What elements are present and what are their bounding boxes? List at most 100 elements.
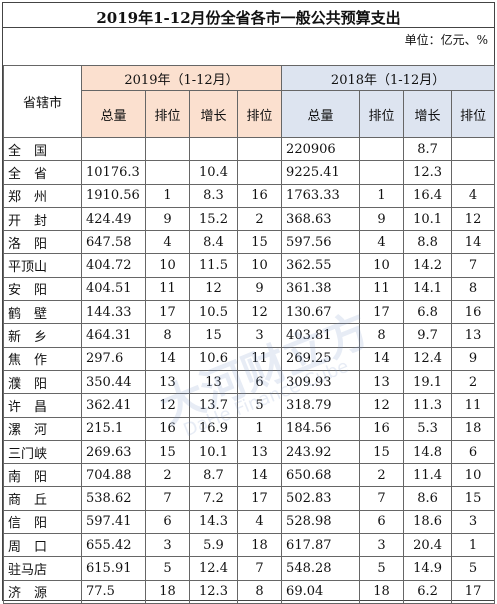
table-row: 全 国 220906 8.7	[3, 136, 496, 162]
table-row: 新 乡 464.31 8 15 3 403.81 8 9.7 13	[3, 323, 496, 348]
cell-rank-2019: 6	[145, 509, 190, 535]
cell-region: 全 国	[3, 136, 82, 162]
table-row: 驻马店 615.91 5 12.4 7 548.28 5 14.9 5	[3, 556, 496, 581]
unit-label: 单位：亿元、%	[404, 33, 488, 47]
cell-growth-rank-2019: 17	[236, 486, 283, 511]
report-title: 2019年1-12月份全省各市一般公共预算支出	[96, 9, 401, 27]
cell-total-2019: 538.62	[81, 486, 146, 511]
table-row: 洛 阳 647.58 4 8.4 15 597.56 4 8.8 14	[3, 230, 496, 255]
cell-total-2019: 464.31	[81, 323, 146, 348]
cell-total-2018: 362.55	[281, 253, 361, 278]
cell-growth-rank-2019: 10	[236, 253, 283, 278]
table-body: 全 国 220906 8.7 全 省 10176.3 10.4 9225.41 12.3 郑 州…	[3, 136, 496, 604]
header-growth-2019: 增长	[189, 90, 238, 138]
cell-growth-rank-2019: 1	[236, 416, 283, 441]
table-row: 鹤 壁 144.33 17 10.5 12 130.67 17 6.8 16	[3, 300, 496, 325]
cell-rank-2019: 12	[145, 393, 190, 418]
cell-total-2019: 269.63	[81, 439, 146, 465]
cell-growth-rank-2018: 5	[451, 556, 496, 581]
header-year-2018: 2018年（1-12月）	[281, 65, 496, 91]
cell-growth-2019: 8.3	[189, 183, 238, 208]
cell-total-2018: 502.83	[281, 486, 361, 511]
cell-total-2018: 309.93	[281, 369, 361, 395]
cell-region: 安 阳	[3, 276, 82, 302]
table-row: 焦 作 297.6 14 10.6 11 269.25 14 12.4 9	[3, 346, 496, 371]
cell-growth-rank-2018: 18	[451, 416, 496, 441]
table-row: 开 封 424.49 9 15.2 2 368.63 9 10.1 12	[3, 206, 496, 232]
header-year-2019: 2019年（1-12月）	[80, 65, 283, 91]
cell-rank-2018: 15	[359, 439, 405, 465]
cell-growth-rank-2019: 4	[236, 509, 283, 535]
cell-growth-2018: 14.9	[403, 556, 453, 581]
table-row: 许 昌 362.41 12 13.7 5 318.79 12 11.3 11	[3, 393, 496, 418]
cell-growth-rank-2018: 16	[451, 300, 496, 325]
cell-total-2019: 655.42	[81, 533, 146, 558]
cell-growth-2019: 15	[189, 323, 238, 348]
cell-growth-2019: 10.5	[189, 300, 238, 325]
cell-total-2018: 548.28	[281, 556, 361, 581]
header-growth-2018: 增长	[403, 90, 453, 138]
cell-total-2018: 269.25	[281, 346, 361, 371]
cell-rank-2019: 16	[145, 416, 190, 441]
cell-rank-2018: 10	[359, 253, 405, 278]
cell-growth-2018: 10.1	[403, 206, 453, 232]
table-row: 全 省 10176.3 10.4 9225.41 12.3	[3, 160, 496, 185]
cell-growth-2019: 12	[189, 276, 238, 302]
cell-rank-2018: 14	[359, 346, 405, 371]
table-row: 信 阳 597.41 6 14.3 4 528.98 6 18.6 3	[3, 509, 496, 535]
cell-total-2019: 404.51	[81, 276, 146, 302]
cell-growth-2019: 10.4	[189, 160, 238, 185]
cell-growth-2018: 12.3	[403, 160, 453, 185]
table-row: 濮 阳 350.44 13 13 6 309.93 13 19.1 2	[3, 369, 496, 395]
cell-rank-2019: 14	[145, 346, 190, 371]
cell-growth-2018: 6.2	[403, 579, 453, 604]
cell-growth-2018: 16.4	[403, 183, 453, 208]
cell-rank-2019: 4	[145, 230, 190, 255]
cell-total-2018: 650.68	[281, 463, 361, 488]
cell-growth-rank-2019: 15	[236, 230, 283, 255]
cell-growth-2018: 12.4	[403, 346, 453, 371]
cell-region: 平顶山	[3, 253, 82, 278]
cell-growth-rank-2018: 6	[451, 439, 496, 465]
cell-total-2019: 597.41	[81, 509, 146, 535]
cell-growth-rank-2019: 6	[236, 369, 283, 395]
table-row: 南 阳 704.88 2 8.7 14 650.68 2 11.4 10	[3, 463, 496, 488]
cell-growth-2019: 14.3	[189, 509, 238, 535]
cell-total-2019: 647.58	[81, 230, 146, 255]
cell-growth-2018: 19.1	[403, 369, 453, 395]
cell-growth-2018: 6.8	[403, 300, 453, 325]
cell-growth-2018: 14.8	[403, 439, 453, 465]
cell-growth-2019: 7.2	[189, 486, 238, 511]
cell-rank-2018: 4	[359, 230, 405, 255]
cell-region: 商 丘	[3, 486, 82, 511]
cell-growth-rank-2018: 11	[451, 393, 496, 418]
cell-growth-2019	[189, 136, 238, 162]
cell-region: 许 昌	[3, 393, 82, 418]
cell-growth-rank-2018: 7	[451, 253, 496, 278]
cell-rank-2018: 8	[359, 323, 405, 348]
cell-growth-2018: 14.2	[403, 253, 453, 278]
cell-rank-2019: 18	[145, 579, 190, 604]
cell-rank-2019: 8	[145, 323, 190, 348]
cell-rank-2018: 5	[359, 556, 405, 581]
cell-rank-2018: 17	[359, 300, 405, 325]
cell-rank-2018: 11	[359, 276, 405, 302]
cell-total-2019: 1910.56	[81, 183, 146, 208]
cell-rank-2019: 7	[145, 486, 190, 511]
cell-growth-rank-2019	[236, 136, 283, 162]
cell-growth-rank-2018: 2	[451, 369, 496, 395]
cell-growth-2019: 12.3	[189, 579, 238, 604]
cell-growth-2018: 11.3	[403, 393, 453, 418]
cell-growth-2018: 5.3	[403, 416, 453, 441]
cell-region: 济 源	[3, 579, 82, 604]
cell-growth-2019: 15.2	[189, 206, 238, 232]
cell-region: 郑 州	[3, 183, 82, 208]
cell-region: 驻马店	[3, 556, 82, 581]
cell-growth-2018: 8.7	[403, 136, 453, 162]
cell-total-2018: 220906	[281, 136, 361, 162]
cell-region: 洛 阳	[3, 230, 82, 255]
cell-growth-rank-2018: 14	[451, 230, 496, 255]
cell-growth-rank-2018: 17	[451, 579, 496, 604]
cell-region: 南 阳	[3, 463, 82, 488]
